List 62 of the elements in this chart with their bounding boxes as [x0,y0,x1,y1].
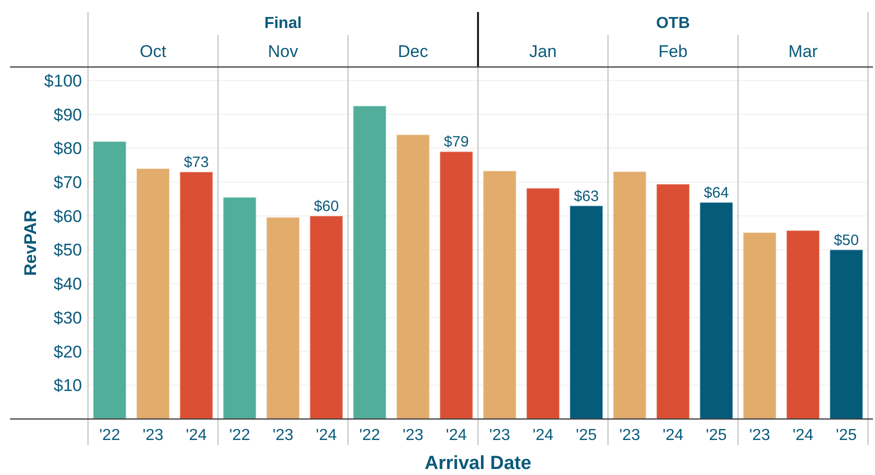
bar [786,230,820,420]
text: Mar [788,42,818,61]
bar [352,105,387,420]
y-tick-label: $10 [54,376,82,396]
bar [569,205,604,420]
x-tick-label: '23 [749,427,770,444]
text: Jan [529,42,557,61]
x-tick-label: '23 [402,427,424,444]
bar [396,134,430,420]
x-tick-label: '23 [489,427,510,444]
bar [92,140,127,420]
bar [526,188,560,420]
bar [482,170,517,420]
x-tick-label: '24 [316,427,337,444]
data-label: $60 [314,198,339,215]
x-tick-label: '22 [359,427,380,444]
y-tick-label: $30 [54,308,82,328]
bar [656,184,690,420]
x-tick-label: '23 [142,427,164,444]
data-label: $64 [704,184,729,202]
data-label: $79 [444,134,469,151]
y-tick-label: $20 [54,342,82,362]
x-tick-label: '24 [446,427,467,444]
x-tick-label: '25 [706,427,727,444]
x-tick-label: '25 [576,427,597,444]
text: Oct [140,42,166,61]
y-tick-label: $90 [54,105,82,124]
y-axis-title: RevPAR [21,210,40,276]
data-label: $63 [574,188,599,205]
bar [742,232,777,420]
x-tick-label: '22 [99,427,120,444]
x-tick-label: '24 [662,427,684,444]
y-tick-label: $70 [54,173,82,192]
bar [612,171,647,420]
text: Feb [658,42,688,61]
text: Final [264,15,302,32]
text: Nov [268,42,299,61]
bar [179,171,214,420]
x-tick-label: '24 [792,427,814,444]
text: OTB [656,15,690,32]
y-tick-label: $100 [44,71,82,90]
x-tick-label: '23 [272,427,294,444]
y-tick-label: $80 [54,139,82,158]
x-tick-label: '24 [186,427,207,444]
bar [829,249,864,420]
x-tick-label: '22 [229,427,250,444]
text: Dec [398,42,429,61]
bar [309,215,344,420]
bar [439,151,474,420]
x-tick-label: '24 [532,427,554,444]
x-tick-label: '23 [619,427,640,444]
bar [699,202,734,420]
x-tick-label: '25 [836,427,857,444]
x-axis-title: Arrival Date [424,453,532,474]
y-tick-label: $60 [54,206,82,226]
bar [136,168,170,420]
bar [266,216,300,420]
y-tick-label: $50 [54,240,82,260]
data-label: $50 [834,232,859,249]
y-tick-label: $40 [54,274,82,294]
bar [222,196,257,420]
data-label: $73 [184,154,209,171]
